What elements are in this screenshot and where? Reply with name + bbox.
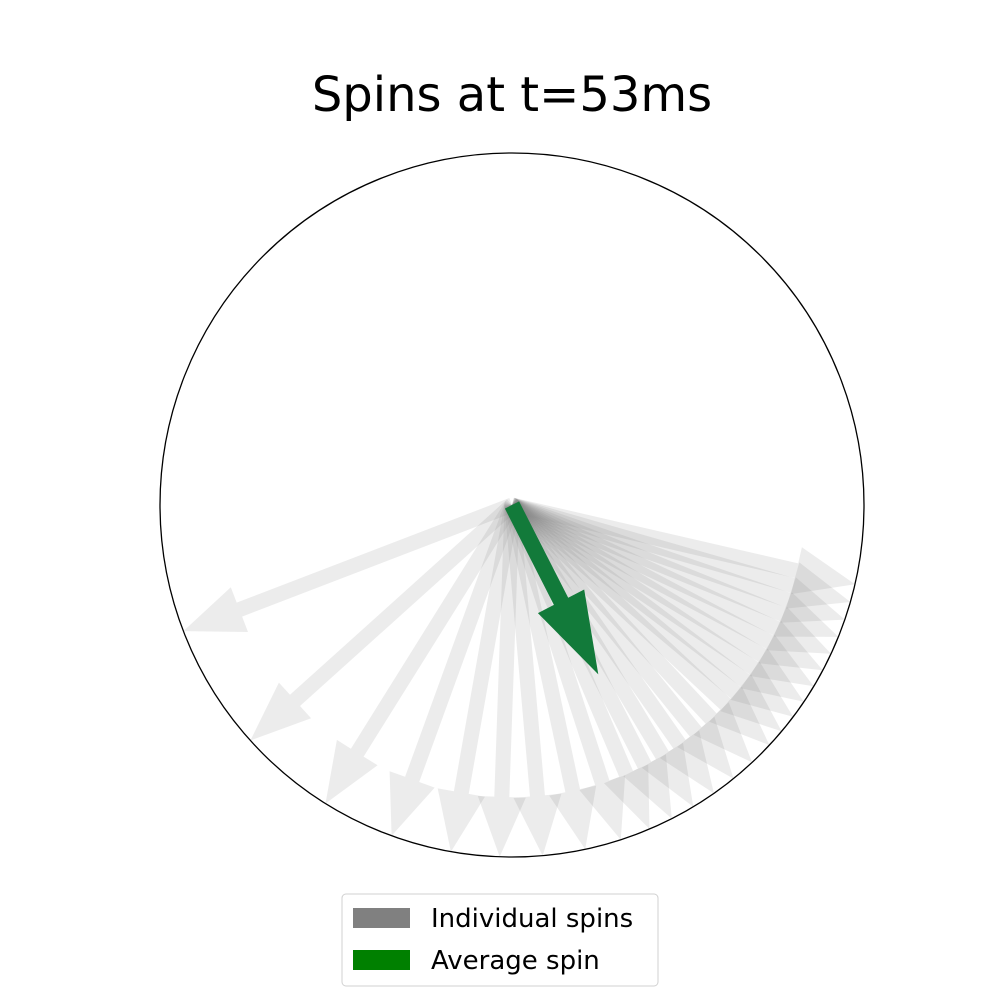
individual-spins (183, 497, 855, 857)
spin-arrow (509, 498, 839, 637)
spin-arrow (510, 497, 855, 595)
spin-arrow (437, 503, 520, 852)
spin-arrow (250, 499, 517, 741)
legend-label-individual-spins: Individual spins (431, 904, 633, 934)
spin-arrow (507, 499, 782, 732)
legend-swatch-individual-spins (353, 908, 410, 928)
spin-arrow (504, 502, 626, 840)
spin-arrow (508, 498, 814, 687)
spin-arrow (504, 503, 597, 850)
unit-circle (159, 152, 865, 858)
average-spin (504, 501, 599, 675)
spin-arrow (505, 502, 650, 829)
spin-arrow (508, 498, 823, 671)
spin-arrow (507, 498, 804, 702)
legend-label-average-spin: Average spin (431, 946, 600, 976)
spin-arrow (504, 504, 562, 856)
spin-arrow (509, 497, 851, 609)
spin-arrow (325, 501, 519, 804)
average-spin-arrow (504, 501, 599, 675)
spin-arrow (477, 504, 526, 857)
legend-frame (341, 893, 659, 987)
spin-arrow (507, 499, 794, 717)
spin-arrow (509, 497, 845, 623)
legend: Individual spins Average spin (341, 893, 659, 987)
spin-arrow (505, 500, 714, 794)
legend-swatch-average-spin (353, 950, 410, 970)
spin-arrow (506, 499, 753, 763)
spin-arrow (389, 502, 519, 836)
spin-arrow (506, 500, 734, 779)
chart-title: Spins at t=53ms (312, 67, 712, 123)
spin-arrow (508, 498, 831, 654)
spin-arrow (506, 499, 770, 746)
spin-arrow (183, 498, 515, 632)
